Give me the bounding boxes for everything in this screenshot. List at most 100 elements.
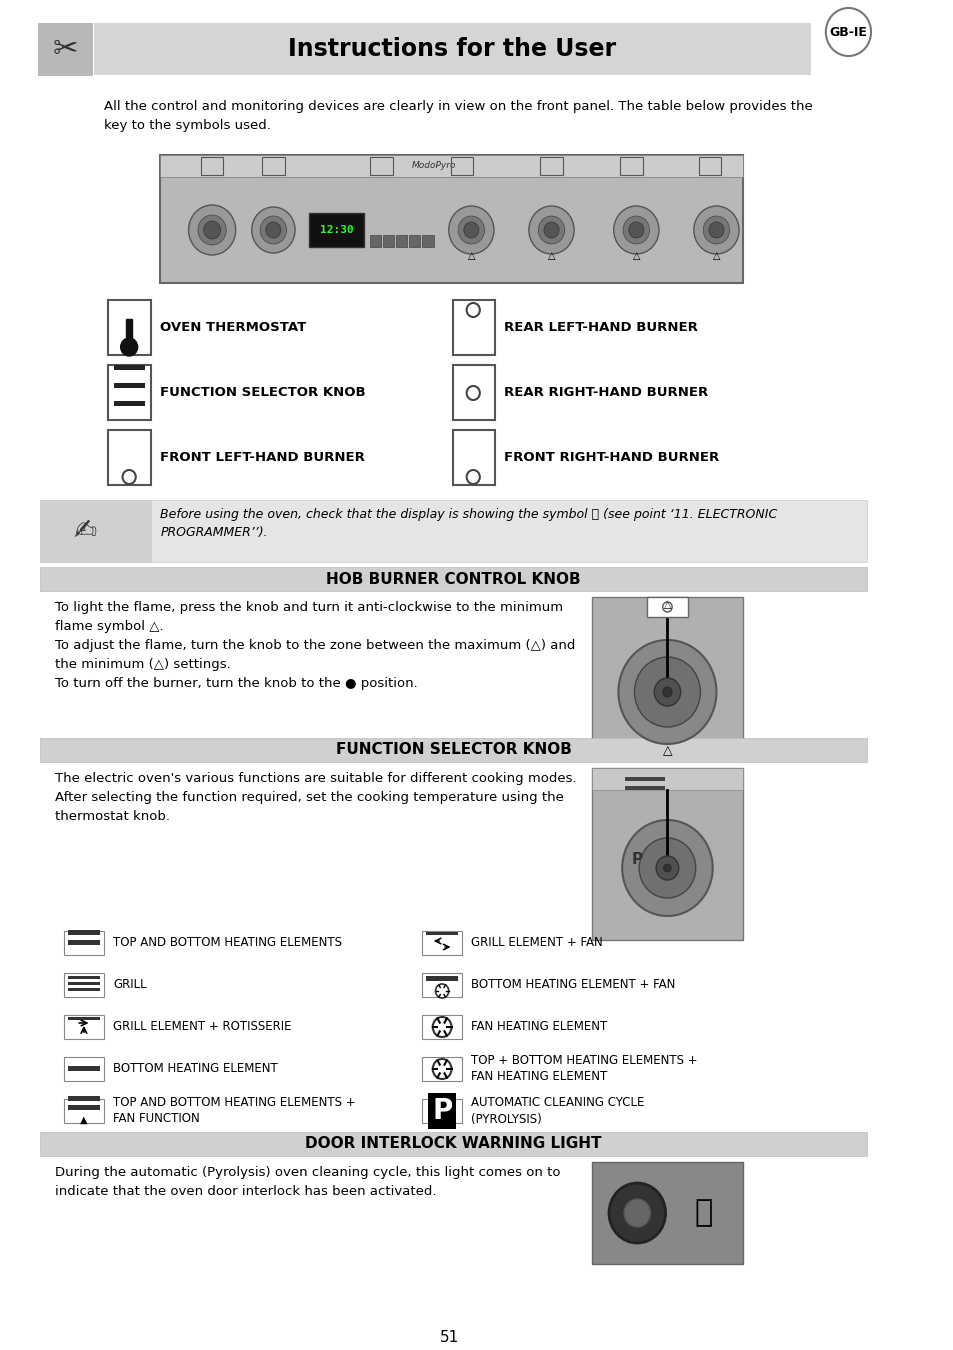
Bar [64,1099,104,1123]
Bar [38,23,92,76]
Bar [68,930,100,936]
Text: △: △ [467,251,475,261]
Bar [40,500,866,562]
Bar [64,1015,104,1040]
Bar [619,157,642,176]
Bar [422,1015,461,1040]
Text: 12:30: 12:30 [319,225,353,235]
Circle shape [543,221,558,238]
Bar [592,768,742,790]
Circle shape [702,216,729,244]
Text: △: △ [662,744,672,757]
Bar [309,213,363,247]
Text: GRILL ELEMENT + ROTISSERIE: GRILL ELEMENT + ROTISSERIE [113,1021,292,1034]
Text: GRILL ELEMENT + FAN: GRILL ELEMENT + FAN [471,937,602,949]
Circle shape [634,657,700,728]
Text: FUNCTION SELECTOR KNOB: FUNCTION SELECTOR KNOB [160,386,366,400]
Circle shape [825,8,870,55]
Text: FUNCTION SELECTOR KNOB: FUNCTION SELECTOR KNOB [335,743,571,757]
Circle shape [623,1199,650,1227]
Bar [114,364,145,370]
Circle shape [120,338,137,356]
Bar [64,931,104,954]
Bar [64,1057,104,1081]
Text: BOTTOM HEATING ELEMENT: BOTTOM HEATING ELEMENT [113,1062,277,1076]
Circle shape [260,216,286,244]
Bar [200,157,223,176]
Bar [114,401,145,406]
Text: △: △ [663,599,671,610]
Bar [592,1162,742,1264]
Bar [68,976,100,979]
Text: △: △ [632,251,639,261]
Bar [262,157,284,176]
Text: △: △ [547,251,555,261]
Bar [624,778,664,782]
Bar [592,597,742,759]
Text: Instructions for the User: Instructions for the User [288,36,616,61]
Text: ✍: ✍ [73,517,96,545]
Circle shape [639,838,695,898]
Bar [40,1133,866,1156]
Circle shape [613,207,659,254]
Text: ✂: ✂ [52,35,78,63]
Text: 51: 51 [439,1331,458,1346]
Circle shape [198,215,226,244]
Bar [109,431,151,485]
Bar [395,235,407,247]
Bar [422,1099,461,1123]
Text: During the automatic (Pyrolysis) oven cleaning cycle, this light comes on to
ind: During the automatic (Pyrolysis) oven cl… [54,1166,559,1197]
Bar [68,1066,100,1071]
Bar [426,931,457,936]
Bar [114,383,145,387]
Bar [422,973,461,998]
Text: GB-IE: GB-IE [829,26,866,39]
Text: BOTTOM HEATING ELEMENT + FAN: BOTTOM HEATING ELEMENT + FAN [471,979,675,991]
Circle shape [708,221,723,238]
Circle shape [663,864,671,872]
Bar [64,973,104,998]
Bar [539,157,562,176]
Bar [40,500,151,562]
Circle shape [457,216,484,244]
Bar [40,567,866,591]
Bar [646,597,687,617]
Bar [160,155,742,284]
Circle shape [448,207,494,254]
Bar [68,988,100,991]
Bar [109,364,151,420]
Text: GRILL: GRILL [113,979,147,991]
Circle shape [203,221,220,239]
Bar [624,786,664,790]
Bar [452,364,495,420]
Bar [369,235,380,247]
Bar [422,235,434,247]
Circle shape [622,216,649,244]
Circle shape [463,221,478,238]
Bar [422,1057,461,1081]
Circle shape [189,205,235,255]
Bar [422,931,461,954]
Bar [68,981,100,985]
Text: DOOR INTERLOCK WARNING LIGHT: DOOR INTERLOCK WARNING LIGHT [305,1137,601,1152]
Text: FRONT RIGHT-HAND BURNER: FRONT RIGHT-HAND BURNER [504,451,719,464]
Text: 🔑: 🔑 [694,1199,712,1227]
Circle shape [266,221,280,238]
Bar [452,431,495,485]
Bar [126,319,132,347]
Circle shape [654,678,679,706]
Bar [698,157,720,176]
Bar [68,940,100,945]
Circle shape [621,819,712,917]
Text: HOB BURNER CONTROL KNOB: HOB BURNER CONTROL KNOB [326,571,580,586]
Bar [40,738,866,761]
Text: The electric oven's various functions are suitable for different cooking modes.
: The electric oven's various functions ar… [54,772,576,824]
Circle shape [252,207,294,252]
Circle shape [656,856,678,880]
Circle shape [618,640,716,744]
Bar [452,300,495,355]
Text: REAR RIGHT-HAND BURNER: REAR RIGHT-HAND BURNER [504,386,708,400]
Text: To light the flame, press the knob and turn it anti-clockwise to the minimum
fla: To light the flame, press the knob and t… [54,601,575,690]
Text: OVEN THERMOSTAT: OVEN THERMOSTAT [160,321,306,333]
Text: All the control and monitoring devices are clearly in view on the front panel. T: All the control and monitoring devices a… [104,100,812,132]
